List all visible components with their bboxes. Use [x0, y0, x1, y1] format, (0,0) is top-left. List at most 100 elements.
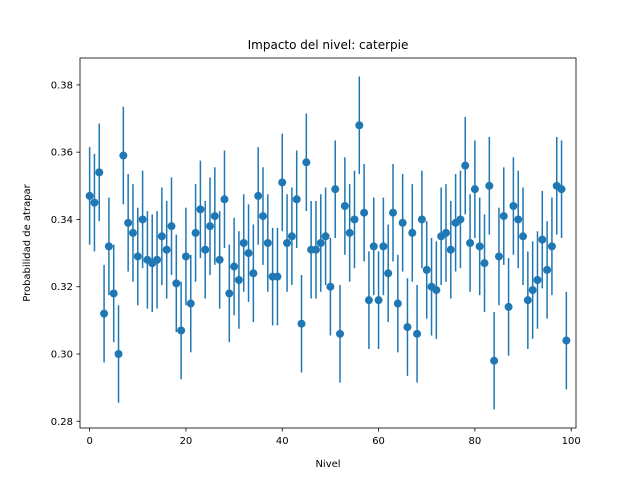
- data-point: [432, 286, 441, 295]
- data-point: [181, 252, 190, 261]
- data-point: [379, 242, 388, 251]
- data-point: [225, 289, 234, 298]
- data-point: [249, 269, 258, 278]
- x-axis-ticks: 0 20 40 60 80 100: [86, 428, 581, 447]
- data-point: [172, 279, 181, 288]
- x-axis-label: Nivel: [315, 459, 340, 470]
- data-marks: [85, 76, 571, 410]
- data-point: [292, 195, 301, 204]
- data-point: [316, 239, 325, 247]
- y-tick-label: 0.32: [51, 282, 73, 293]
- data-point: [114, 350, 123, 358]
- data-point: [311, 245, 320, 254]
- data-point: [547, 242, 556, 251]
- data-point: [509, 202, 518, 210]
- data-point: [109, 289, 118, 298]
- data-point: [345, 228, 354, 237]
- x-tick-label: 100: [562, 436, 581, 447]
- data-point: [206, 222, 215, 231]
- plot-area: [80, 58, 576, 428]
- data-point: [408, 228, 417, 237]
- data-point: [254, 191, 263, 200]
- data-point: [355, 121, 364, 130]
- data-point: [153, 255, 162, 264]
- data-point: [90, 198, 99, 207]
- y-tick-label: 0.34: [51, 215, 73, 226]
- y-tick-label: 0.28: [51, 417, 73, 428]
- x-tick-label: 60: [372, 436, 385, 447]
- data-point: [133, 252, 142, 261]
- data-point: [562, 336, 571, 345]
- data-point: [384, 269, 393, 278]
- data-point: [422, 265, 431, 274]
- data-point: [413, 329, 422, 338]
- data-point: [389, 208, 398, 217]
- chart-title: Impacto del nivel: caterpie: [248, 38, 409, 52]
- data-point: [364, 296, 373, 305]
- data-point: [475, 242, 484, 251]
- y-tick-label: 0.30: [51, 350, 73, 361]
- data-point: [403, 323, 412, 332]
- data-point: [234, 276, 243, 284]
- data-point: [321, 232, 330, 241]
- data-point: [191, 228, 200, 237]
- data-point: [417, 215, 426, 224]
- data-point: [239, 239, 248, 247]
- data-point: [499, 212, 508, 221]
- data-point: [374, 296, 383, 305]
- data-point: [230, 262, 239, 271]
- data-point: [297, 319, 306, 328]
- data-point: [124, 218, 133, 227]
- data-point: [326, 282, 335, 291]
- data-point: [466, 239, 475, 247]
- data-point: [538, 235, 547, 244]
- data-point: [398, 218, 407, 227]
- x-tick-label: 80: [469, 436, 482, 447]
- data-point: [177, 326, 186, 335]
- data-point: [287, 232, 296, 241]
- x-tick-label: 20: [180, 436, 193, 447]
- data-point: [528, 286, 537, 295]
- y-tick-label: 0.36: [51, 148, 73, 159]
- x-tick-label: 40: [276, 436, 289, 447]
- data-point: [100, 309, 109, 318]
- data-point: [485, 181, 494, 190]
- data-point: [167, 222, 176, 231]
- data-point: [533, 276, 542, 284]
- data-point: [157, 232, 166, 241]
- data-point: [543, 265, 552, 274]
- data-point: [514, 215, 523, 224]
- data-point: [273, 272, 282, 281]
- data-point: [186, 299, 195, 308]
- y-tick-label: 0.38: [51, 80, 73, 91]
- data-point: [360, 208, 369, 217]
- data-point: [456, 215, 465, 224]
- data-point: [128, 228, 137, 237]
- data-point: [461, 161, 470, 170]
- y-axis-ticks: 0.28 0.30 0.32 0.34 0.36 0.38: [51, 80, 80, 428]
- data-point: [557, 185, 566, 194]
- data-point: [263, 239, 272, 247]
- data-point: [480, 259, 489, 268]
- data-point: [350, 215, 359, 224]
- data-point: [369, 242, 378, 251]
- data-point: [215, 255, 224, 264]
- data-point: [490, 356, 499, 365]
- data-point: [446, 245, 455, 254]
- data-point: [283, 239, 292, 247]
- data-point: [162, 245, 171, 254]
- data-point: [220, 195, 229, 204]
- data-point: [138, 215, 147, 224]
- data-point: [278, 178, 287, 187]
- data-point: [85, 191, 94, 200]
- data-point: [95, 168, 104, 177]
- data-point: [258, 212, 267, 221]
- data-point: [523, 296, 532, 305]
- data-point: [494, 252, 503, 261]
- data-point: [441, 228, 450, 237]
- data-point: [331, 185, 340, 194]
- data-point: [210, 212, 219, 221]
- data-point: [104, 242, 113, 251]
- data-point: [201, 245, 210, 254]
